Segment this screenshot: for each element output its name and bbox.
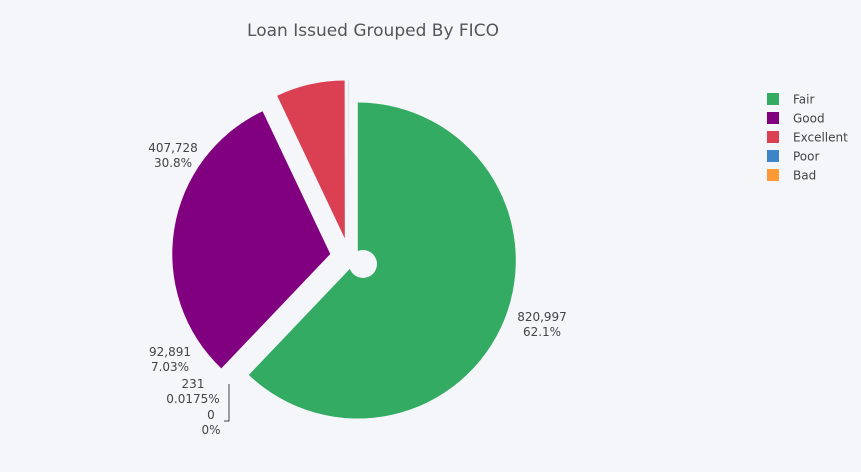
legend-swatch-poor	[767, 150, 779, 162]
pie-slice-good[interactable]	[172, 111, 331, 369]
slice-percent-bad: 0%	[201, 423, 220, 437]
slice-labels: 820,997 62.1% 407,728 30.8% 92,891 7.03% 231 0.…	[148, 141, 567, 437]
legend-label-fair: Fair	[793, 93, 814, 107]
legend-label-poor: Poor	[793, 150, 819, 164]
legend-swatch-excellent	[767, 131, 779, 143]
slice-label-excellent: 92,891 7.03%	[149, 345, 191, 374]
legend-swatch-good	[767, 112, 779, 124]
slice-label-bad: 0 0%	[201, 408, 220, 437]
legend-item-good[interactable]: Good	[767, 112, 825, 126]
pie-slice-excellent[interactable]	[277, 80, 345, 239]
legend: Fair Good Excellent Poor Bad	[767, 93, 848, 183]
legend-label-good: Good	[793, 112, 825, 126]
slice-percent-excellent: 7.03%	[151, 360, 189, 374]
chart-title: Loan Issued Grouped By FICO	[247, 21, 499, 41]
slice-value-excellent: 92,891	[149, 345, 191, 359]
slice-value-good: 407,728	[148, 141, 198, 155]
legend-item-poor[interactable]: Poor	[767, 150, 819, 164]
legend-swatch-fair	[767, 93, 779, 105]
slice-value-poor: 231	[182, 377, 205, 391]
slice-percent-poor: 0.0175%	[166, 392, 219, 406]
slice-label-poor: 231 0.0175%	[166, 377, 219, 406]
legend-item-bad[interactable]: Bad	[767, 169, 816, 183]
legend-item-fair[interactable]: Fair	[767, 93, 814, 107]
slice-label-fair: 820,997 62.1%	[517, 310, 567, 339]
legend-label-bad: Bad	[793, 169, 816, 183]
slice-label-good: 407,728 30.8%	[148, 141, 198, 170]
pie-center-gap	[349, 250, 377, 278]
leader-line-poor-bad	[224, 384, 230, 422]
legend-item-excellent[interactable]: Excellent	[767, 131, 848, 145]
slice-percent-good: 30.8%	[154, 156, 192, 170]
slice-value-bad: 0	[207, 408, 215, 422]
pie-slice-fair[interactable]	[248, 102, 516, 419]
slice-value-fair: 820,997	[517, 310, 567, 324]
label-leader-lines	[224, 384, 230, 422]
pie-slices	[172, 80, 516, 419]
legend-label-excellent: Excellent	[793, 131, 848, 145]
legend-swatch-bad	[767, 169, 779, 181]
slice-percent-fair: 62.1%	[523, 325, 561, 339]
